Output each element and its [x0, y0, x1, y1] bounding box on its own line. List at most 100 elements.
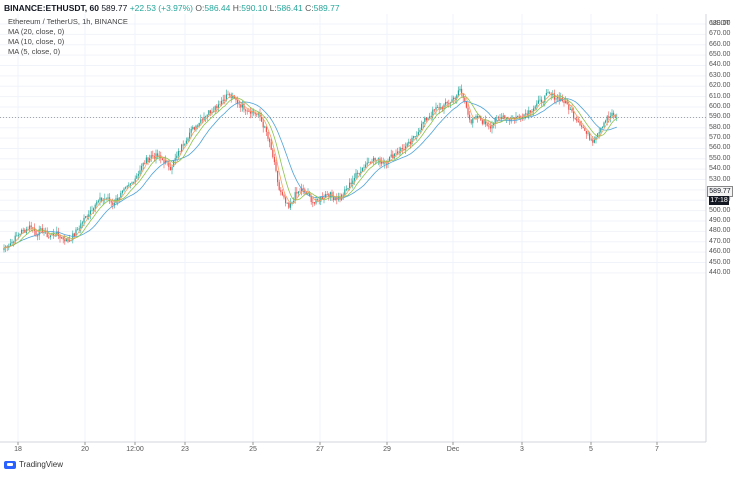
candle-body — [545, 92, 547, 96]
candle-body — [539, 99, 541, 101]
candle-body — [137, 174, 139, 176]
candle-body — [139, 170, 141, 175]
candle-body — [560, 97, 562, 101]
candle-body — [353, 177, 355, 181]
currency-label: USDT — [711, 20, 731, 27]
candle-body — [24, 229, 26, 233]
candle-body — [259, 113, 261, 118]
ma5-line — [3, 92, 617, 249]
candle-body — [547, 92, 549, 94]
candle-body — [371, 161, 373, 164]
candle-body — [401, 148, 403, 150]
candle-body — [320, 197, 322, 202]
candle-body — [509, 119, 511, 122]
time-tick-label: 20 — [81, 446, 89, 453]
candle-body — [531, 111, 533, 113]
candle-body — [392, 154, 394, 159]
candle-body — [413, 136, 415, 138]
candle-body — [232, 95, 234, 99]
candle-body — [161, 158, 163, 161]
candle-body — [81, 222, 83, 224]
candle-body — [75, 229, 77, 237]
chart-grid — [0, 14, 706, 442]
candle-body — [589, 132, 591, 140]
candle-body — [216, 106, 218, 108]
candle-body — [393, 153, 395, 159]
candle-body — [57, 231, 59, 236]
candle-body — [265, 126, 267, 132]
candle-body — [342, 194, 344, 196]
candle-body — [21, 229, 23, 234]
candle-body — [197, 125, 199, 127]
candle-body — [296, 192, 298, 194]
candle-body — [576, 118, 578, 122]
legend-ma5[interactable]: MA (5, close, 0) — [8, 47, 61, 56]
legend-ma20[interactable]: MA (20, close, 0) — [8, 27, 65, 36]
candle-body — [549, 92, 551, 94]
candle-body — [3, 248, 5, 251]
candle-body — [453, 97, 455, 100]
candle-body — [419, 129, 421, 133]
candle-body — [581, 125, 583, 127]
candle-body — [475, 115, 477, 119]
price-tick-label: 440.00 — [709, 268, 731, 276]
time-tick-label: 18 — [14, 446, 22, 453]
price-tick-label: 470.00 — [709, 237, 731, 245]
candle-body — [198, 122, 200, 127]
candle-body — [288, 202, 290, 208]
candle-body — [557, 96, 559, 99]
legend-ma10[interactable]: MA (10, close, 0) — [8, 37, 65, 46]
candle-body — [317, 199, 319, 200]
candle-body — [147, 157, 149, 162]
candle-body — [416, 135, 418, 137]
candle-body — [601, 127, 603, 129]
candle-body — [123, 188, 125, 191]
candle-body — [448, 103, 450, 104]
candle-body — [443, 104, 445, 110]
candle-body — [9, 243, 11, 246]
candle-body — [275, 162, 277, 171]
close-value: 589.77 — [313, 3, 340, 13]
candle-body — [182, 144, 184, 146]
candle-body — [281, 192, 283, 195]
price-tick-label: 580.00 — [709, 123, 731, 131]
candle-body — [355, 172, 357, 178]
candle-body — [59, 235, 61, 239]
candle-body — [529, 110, 531, 113]
candle-body — [179, 151, 181, 152]
candle-body — [366, 162, 368, 165]
candle-body — [582, 126, 584, 129]
candle-body — [425, 117, 427, 121]
candle-body — [533, 108, 535, 112]
candle-body — [405, 146, 407, 151]
candle-body — [563, 101, 565, 104]
time-tick-label: 25 — [249, 446, 257, 453]
candle-body — [398, 151, 400, 153]
candle-body — [254, 112, 256, 115]
candle-body — [30, 225, 32, 228]
candle-body — [590, 139, 592, 141]
candle-body — [77, 229, 79, 231]
candle-body — [491, 124, 493, 129]
candle-body — [565, 100, 567, 104]
candle-body — [421, 123, 423, 130]
tradingview-logo-icon — [4, 460, 16, 469]
candle-body — [112, 202, 114, 205]
price-tick-label: 550.00 — [709, 154, 731, 162]
candle-body — [568, 104, 570, 110]
candle-body — [144, 163, 146, 164]
candle-body — [350, 182, 352, 185]
candle-body — [131, 182, 133, 184]
candle-body — [205, 116, 207, 118]
price-tick-label: 630.00 — [709, 71, 731, 79]
candle-body — [113, 203, 115, 205]
tradingview-branding[interactable]: TradingView — [4, 460, 63, 469]
candle-body — [504, 115, 506, 119]
candle-body — [297, 191, 299, 194]
price-tick-label: 500.00 — [709, 206, 731, 214]
candle-body — [488, 125, 490, 127]
candle-body — [125, 187, 127, 189]
candle-body — [257, 113, 259, 115]
candle-body — [328, 194, 330, 198]
